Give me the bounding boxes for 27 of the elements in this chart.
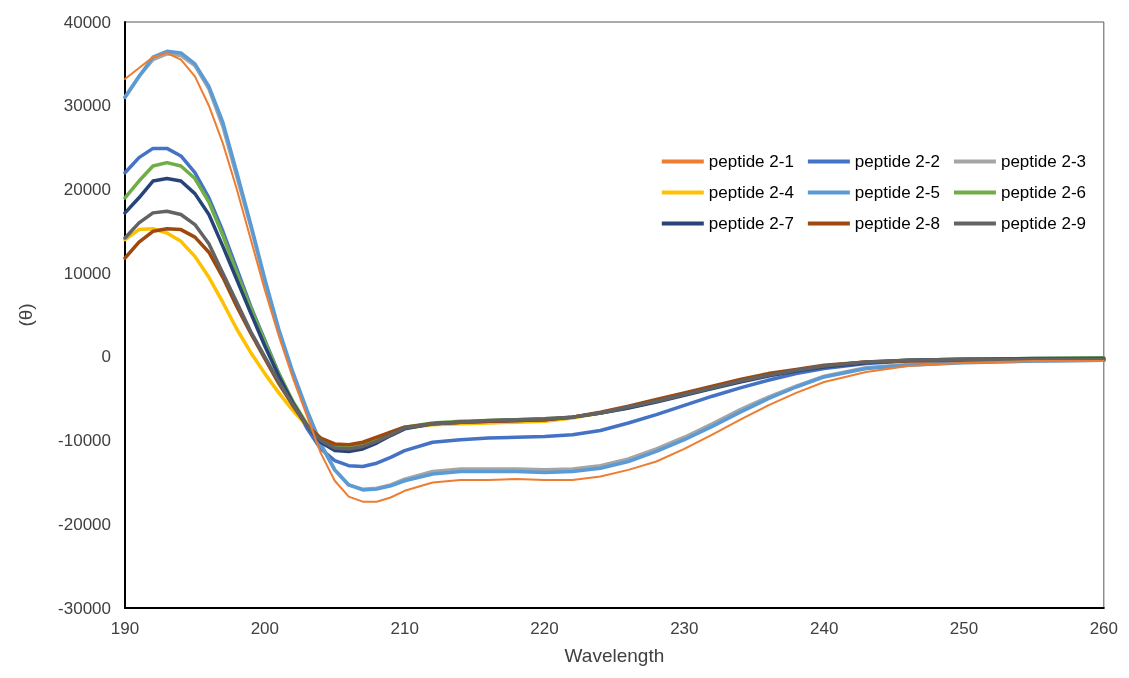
y-tick-label: 10000 [63, 263, 111, 283]
y-tick-label: 40000 [63, 12, 111, 32]
y-tick-label: 0 [101, 347, 111, 367]
x-tick-label: 260 [1089, 619, 1119, 638]
y-tick-label: 20000 [63, 179, 111, 199]
legend-label: peptide 2-7 [708, 214, 794, 233]
y-axis-title: (θ) [15, 303, 36, 327]
x-tick-label: 240 [809, 619, 839, 638]
legend-label: peptide 2-3 [1000, 152, 1087, 171]
x-tick-label: 230 [670, 619, 699, 638]
legend-label: peptide 2-8 [854, 214, 940, 233]
x-tick-label: 200 [250, 619, 280, 638]
x-tick-label: 210 [390, 619, 419, 638]
y-tick-label: -10000 [58, 431, 111, 451]
legend-label: peptide 2-2 [854, 152, 940, 171]
legend-label: peptide 2-5 [854, 183, 940, 202]
legend-label: peptide 2-6 [1000, 183, 1087, 202]
y-tick-label: -20000 [58, 514, 111, 534]
legend-label: peptide 2-4 [708, 183, 794, 202]
x-tick-label: 190 [110, 619, 140, 638]
legend-label: peptide 2-1 [708, 152, 794, 171]
legend-label: peptide 2-9 [1000, 214, 1087, 233]
x-tick-label: 220 [530, 619, 559, 638]
x-tick-label: 250 [949, 619, 979, 638]
x-axis-title: Wavelength [564, 645, 665, 666]
y-tick-label: -30000 [58, 598, 111, 618]
y-tick-label: 30000 [63, 96, 111, 116]
